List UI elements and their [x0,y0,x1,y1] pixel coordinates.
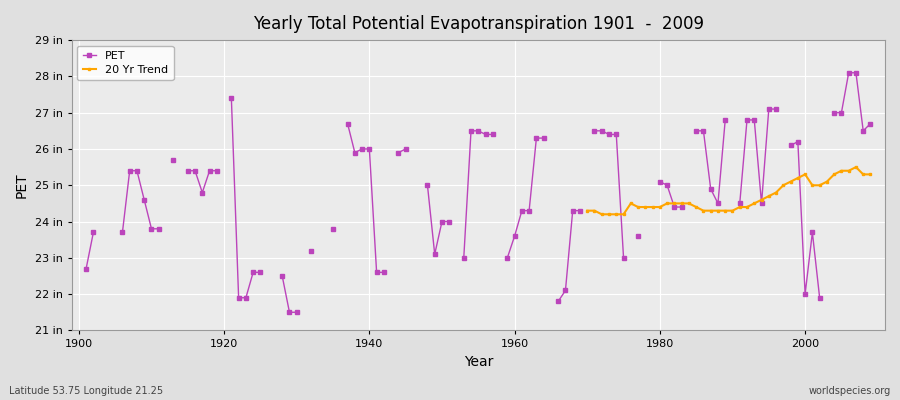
20 Yr Trend [698,208,709,213]
PET [306,248,317,253]
20 Yr Trend [858,172,868,177]
Text: Latitude 53.75 Longitude 21.25: Latitude 53.75 Longitude 21.25 [9,386,163,396]
20 Yr Trend [850,165,861,170]
PET [517,208,527,213]
20 Yr Trend [713,208,724,213]
20 Yr Trend [706,208,716,213]
20 Yr Trend [749,201,760,206]
Legend: PET, 20 Yr Trend: PET, 20 Yr Trend [77,46,174,80]
Title: Yearly Total Potential Evapotranspiration 1901  -  2009: Yearly Total Potential Evapotranspiratio… [253,15,704,33]
20 Yr Trend [800,172,811,177]
20 Yr Trend [604,212,615,217]
20 Yr Trend [778,183,788,188]
20 Yr Trend [611,212,622,217]
20 Yr Trend [683,201,694,206]
Line: 20 Yr Trend: 20 Yr Trend [586,166,872,216]
20 Yr Trend [734,205,745,210]
20 Yr Trend [807,183,818,188]
PET [604,132,615,137]
PET [349,150,360,155]
20 Yr Trend [647,205,658,210]
PET [81,266,92,271]
20 Yr Trend [742,205,752,210]
Y-axis label: PET: PET [15,172,29,198]
20 Yr Trend [727,208,738,213]
20 Yr Trend [792,176,803,180]
20 Yr Trend [676,201,687,206]
Text: worldspecies.org: worldspecies.org [809,386,891,396]
20 Yr Trend [836,168,847,173]
20 Yr Trend [814,183,825,188]
20 Yr Trend [829,172,840,177]
20 Yr Trend [662,201,672,206]
20 Yr Trend [669,201,680,206]
20 Yr Trend [597,212,608,217]
20 Yr Trend [756,197,767,202]
20 Yr Trend [618,212,629,217]
20 Yr Trend [720,208,731,213]
20 Yr Trend [640,205,651,210]
20 Yr Trend [633,205,643,210]
20 Yr Trend [843,168,854,173]
PET [509,234,520,238]
20 Yr Trend [770,190,781,195]
20 Yr Trend [581,208,592,213]
PET [146,226,157,231]
20 Yr Trend [654,205,665,210]
X-axis label: Year: Year [464,355,493,369]
20 Yr Trend [763,194,774,198]
Line: PET: PET [85,71,872,314]
20 Yr Trend [691,205,702,210]
PET [865,121,876,126]
20 Yr Trend [626,201,636,206]
20 Yr Trend [785,179,796,184]
20 Yr Trend [590,208,600,213]
20 Yr Trend [865,172,876,177]
20 Yr Trend [822,179,832,184]
